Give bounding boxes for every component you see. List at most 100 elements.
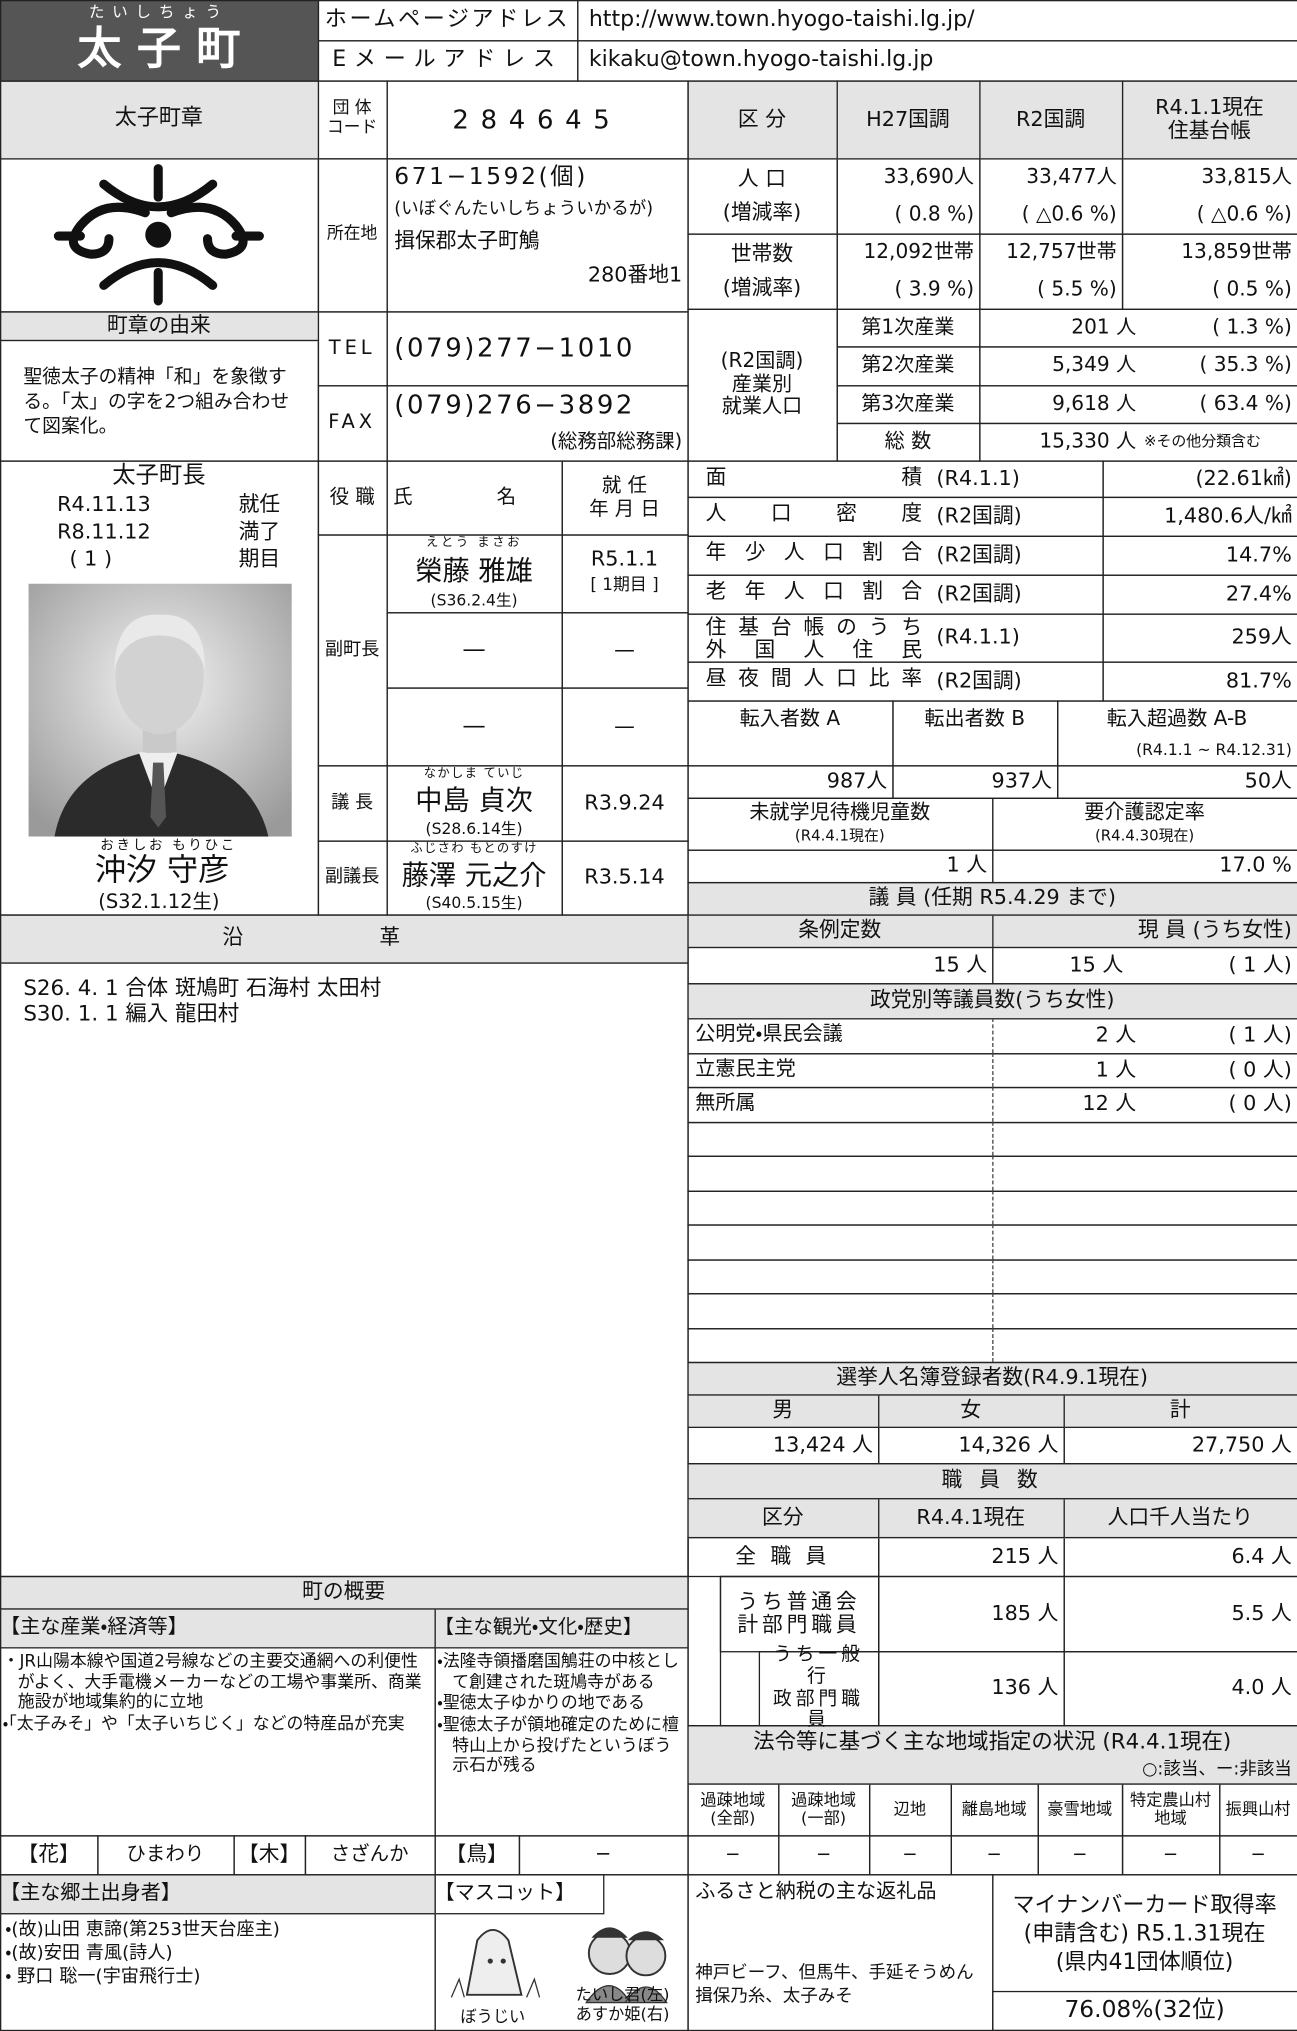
- overview-bird-label: 【鳥】: [445, 1841, 508, 1867]
- headers-1: H27国調: [866, 106, 950, 131]
- 0-2: (22.61㎢): [1195, 465, 1292, 491]
- assembly-title: 議 員 (任期 R5.4.29 まで): [868, 884, 1116, 910]
- tourism-0: ・法隆寺領播磨国鵤荘の中核として創建された斑鳩寺がある: [437, 1652, 679, 1693]
- vice-chair-date: R3.5.14: [584, 864, 665, 889]
- 1-date: —: [614, 636, 635, 662]
- 5-0: 昼夜間人口比率: [705, 665, 923, 691]
- values-0: −: [725, 1844, 741, 1866]
- cell: [434, 1608, 689, 1649]
- items-1: S30. 1. 1 編入 龍田村: [23, 1000, 240, 1026]
- 5-2: 81.7%: [1225, 667, 1292, 693]
- overview-flower-label: 【花】: [17, 1841, 80, 1867]
- 1-1: ( △0.6 %): [1021, 201, 1117, 226]
- 1-0: 立憲民主党: [695, 1056, 796, 1081]
- items-0: S26. 4. 1 合体 斑鳩町 石海村 太田村: [23, 974, 382, 1000]
- 1-name: —: [462, 635, 486, 663]
- designations-legend: ○:該当、ー:非該当: [1142, 1758, 1292, 1780]
- overview-mascot-title: 【マスコット】: [434, 1880, 576, 1905]
- 1-0: 33,477人: [1026, 164, 1117, 188]
- 3-1: (R2国調): [936, 580, 1022, 606]
- chair-role: 議 長: [331, 792, 374, 814]
- values-6: −: [1250, 1844, 1266, 1866]
- 1-label: 世帯数 (増減率): [722, 241, 802, 300]
- 0-0: 33,690人: [883, 164, 975, 188]
- overview-title: 町の概要: [302, 1578, 386, 1604]
- header-email: kikaku@town.hyogo-taishi.lg.jp: [588, 46, 934, 73]
- history-title: 沿 革: [222, 925, 466, 950]
- 0-2: ( 1.3 %): [1212, 314, 1292, 338]
- divider: [992, 1121, 994, 1156]
- header-title-ruby: たいしちょう: [88, 2, 229, 21]
- header-homepage: http://www.town.hyogo-taishi.lg.jp/: [588, 6, 975, 33]
- values-1: 937人: [991, 768, 1052, 793]
- header-homepage-label: ホームページアドレス: [324, 6, 571, 33]
- chair-name: 中島 貞次: [415, 784, 533, 816]
- 0-0: 全 職 員: [735, 1543, 831, 1568]
- notes-1: (R4.4.30現在): [1094, 826, 1195, 845]
- assembly-current: 15 人: [1069, 951, 1124, 977]
- cell: [0, 962, 689, 1578]
- values-2: 50人: [1244, 768, 1292, 793]
- 2-1: 136 人: [991, 1674, 1059, 1700]
- vice-mayor-role: 副町長: [324, 639, 380, 661]
- divider: [992, 1052, 994, 1087]
- cell: [979, 80, 1124, 160]
- furusato-title: ふるさと納税の主な返礼品: [695, 1879, 937, 1903]
- headers-2: 転入超過数 A-B: [1106, 706, 1248, 731]
- emblem-origin: 聖徳太子の精神「和」を象徴する。「太」の字を2つ組み合わせて図案化。: [23, 367, 290, 437]
- 0-1: (R4.1.1): [936, 465, 1020, 491]
- 1-0: うち普通会 計部門職員: [737, 1588, 861, 1637]
- overview-people-title: 【主な郷土出身者】: [0, 1880, 181, 1905]
- cell: [878, 1394, 1065, 1428]
- 2-2: 4.0 人: [1231, 1674, 1292, 1700]
- 2-1: 期目: [238, 546, 281, 572]
- mascots-1: たいし君(左) あすか姫(右): [575, 1984, 670, 2023]
- overview-flower: ひまわり: [126, 1842, 205, 1866]
- industry-0: ・JR山陽本線や国道2号線などの主要交通網への利便性がよく、大手電機メーカーなど…: [2, 1652, 422, 1713]
- cell: [687, 1394, 880, 1428]
- info-fax-label: FAX: [328, 410, 376, 434]
- overview-tree: さざんか: [330, 1842, 409, 1866]
- 2-1: 9,618 人: [1052, 391, 1137, 415]
- values-5: −: [1162, 1844, 1179, 1866]
- headers-2: 計: [1169, 1397, 1191, 1422]
- vice-chair-ruby: ふじさわ もとのすけ: [410, 841, 538, 857]
- divider: [992, 1155, 994, 1190]
- headers-0: 条例定数: [798, 917, 882, 943]
- info-code-label: 団 体 コード: [326, 98, 378, 138]
- 0-0: 公明党・県民会議: [695, 1022, 843, 1046]
- 3-2: ※その他分類含む: [1143, 431, 1261, 450]
- areas-0: 過疎地域 (全部): [700, 1789, 766, 1828]
- divider: [992, 1293, 994, 1328]
- 5-1: (R2国調): [936, 667, 1022, 693]
- vice-chair-birth: (S40.5.15生): [425, 893, 523, 912]
- headers-0: 区 分: [737, 106, 787, 131]
- 0-1: 2 人: [1095, 1022, 1137, 1047]
- 0-ruby: えとう まさお: [426, 535, 523, 550]
- values-3: −: [986, 1844, 1002, 1866]
- cell: [0, 914, 689, 964]
- values-0: 13,424 人: [772, 1431, 873, 1457]
- overview-tourism-title: 【主な観光・文化・歴史】: [434, 1615, 643, 1639]
- 1-1: 満了: [238, 518, 281, 544]
- 2-date: —: [614, 713, 635, 738]
- vice-chair-name: 藤澤 元之介: [401, 859, 547, 891]
- headers-0: 転入者数 A: [739, 706, 841, 731]
- 0-1: 215 人: [991, 1543, 1059, 1568]
- 0-0: 面積: [705, 464, 923, 489]
- values-1: 14,326 人: [958, 1431, 1059, 1457]
- areas-6: 振興山村: [1225, 1798, 1291, 1819]
- 0-label: 人 口 (増減率): [722, 166, 802, 225]
- areas-4: 豪雪地域: [1047, 1798, 1113, 1819]
- 1-0: 第2次産業: [861, 352, 955, 377]
- cell: [687, 914, 994, 949]
- info-address-label: 所在地: [326, 223, 378, 244]
- mascots-0: ぼうじい: [460, 2006, 526, 2026]
- 1-2: 1,480.6人/㎢: [1164, 502, 1292, 528]
- migration-note: (R4.1.1 ~ R4.12.31): [1136, 740, 1292, 759]
- 0-0: R4.11.13: [57, 491, 151, 516]
- 0-birth: (S36.2.4生): [430, 590, 518, 610]
- areas-1: 過疎地域 (一部): [791, 1789, 857, 1828]
- headers-0: 区分: [761, 1504, 804, 1529]
- cell: [687, 1463, 1297, 1500]
